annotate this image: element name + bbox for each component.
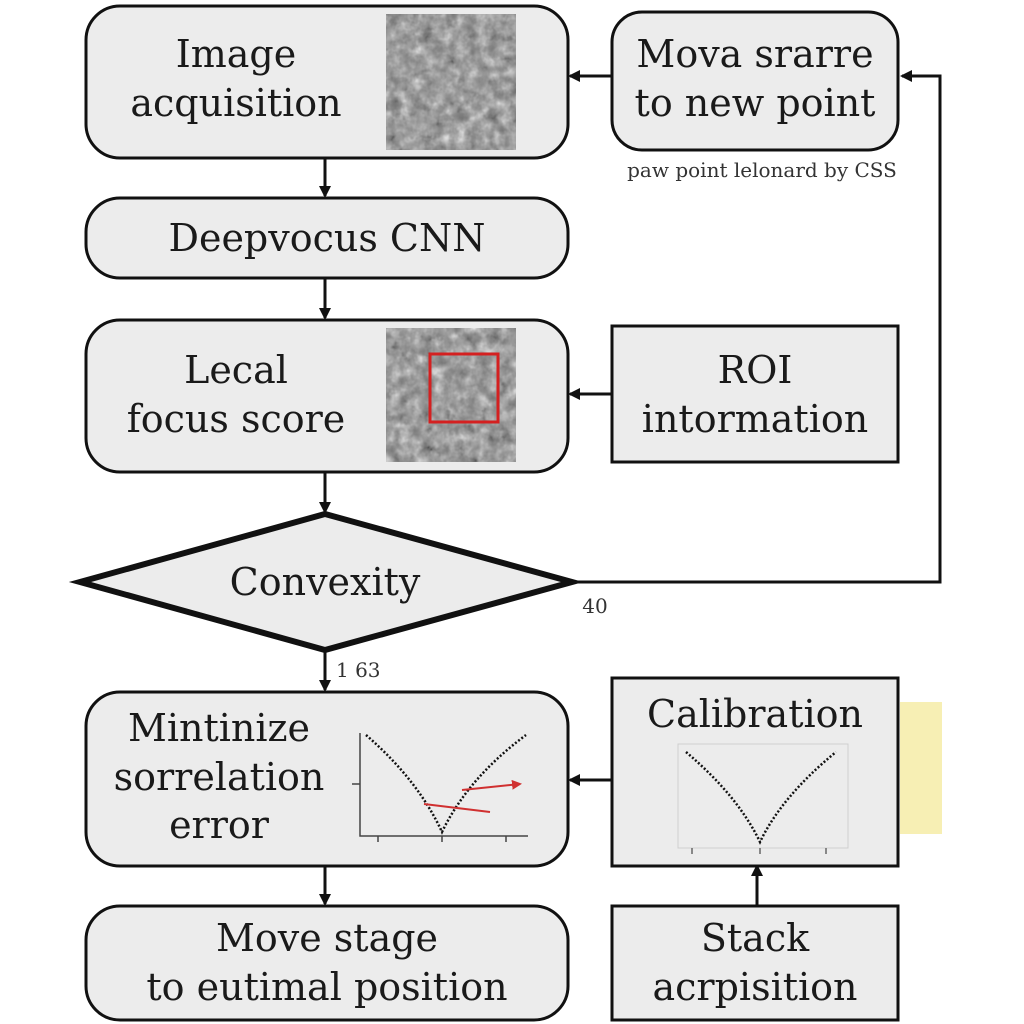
error-arrow-right [461, 779, 522, 791]
minimize-error-label: Mintinize sorrelation error [113, 706, 325, 848]
loop-convexity-to-new-point [575, 70, 942, 584]
node-roi-information [610, 324, 900, 464]
stack-acquisition-label: Stack acrpisition [652, 916, 858, 1009]
move-stage-optimal-label: Move stage to eutimal position [146, 916, 508, 1009]
calibration-curve-plot [677, 743, 849, 854]
node-stack-acquisition [610, 904, 900, 1022]
deepfocus-cnn-label: Deepvocus CNN [168, 216, 486, 260]
microscopy-image-focus [386, 328, 516, 462]
error-v-curve [365, 733, 527, 835]
error-arrow-left [423, 803, 491, 813]
move-stage-new-point-label: Mova srarre to new point [634, 32, 876, 125]
node-shapes [68, 4, 900, 1022]
error-curve-plot [352, 733, 528, 842]
node-move-stage-optimal [84, 904, 570, 1022]
local-focus-score-label: Lecal focus score [126, 348, 346, 441]
image-acquisition-label: Image acquisition [130, 32, 342, 125]
node-move-stage-new-point [610, 10, 900, 152]
roi-information-label: ROI intormation [641, 348, 869, 441]
node-minimize-error [84, 690, 570, 868]
calibration-label: Calibration [647, 692, 863, 736]
roi-highlight-box [428, 352, 500, 424]
no-branch-label: 40 [582, 594, 608, 618]
connectors [319, 70, 942, 906]
convexity-label: Convexity [229, 560, 421, 604]
sticky-note [900, 702, 942, 834]
node-deepfocus-cnn [84, 196, 570, 280]
new-point-note: paw point lelonard by CSS [627, 158, 897, 182]
calibration-v-curve [685, 751, 837, 845]
microscopy-image-acquisition [386, 14, 516, 150]
node-convexity-decision [68, 510, 584, 654]
yes-branch-label: 1 63 [336, 658, 381, 682]
